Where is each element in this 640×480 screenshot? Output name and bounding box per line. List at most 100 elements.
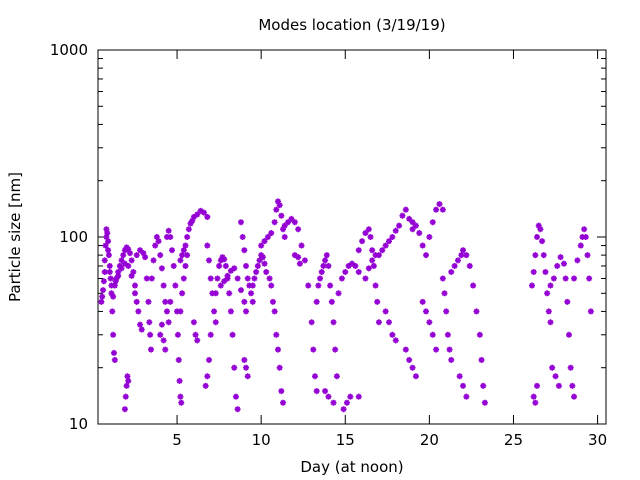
- data-point: [101, 257, 108, 264]
- data-point: [108, 282, 115, 289]
- data-point: [254, 262, 261, 269]
- data-point: [135, 308, 142, 315]
- y-tick-label: 100: [59, 228, 88, 246]
- data-point: [547, 319, 554, 326]
- data-point: [330, 399, 337, 406]
- data-point: [274, 198, 281, 205]
- data-point: [296, 260, 303, 267]
- data-point: [217, 282, 224, 289]
- data-point: [308, 319, 315, 326]
- data-point: [463, 252, 470, 259]
- data-point: [109, 308, 116, 315]
- data-point: [322, 388, 329, 395]
- data-point: [169, 247, 176, 254]
- data-point: [549, 364, 556, 371]
- data-point: [412, 373, 419, 380]
- data-point: [137, 247, 144, 254]
- data-point: [106, 268, 113, 275]
- data-point: [100, 287, 107, 294]
- data-point: [189, 217, 196, 224]
- data-point: [313, 388, 320, 395]
- data-point: [539, 238, 546, 245]
- data-point: [567, 364, 574, 371]
- data-point: [280, 226, 287, 233]
- data-point: [280, 399, 287, 406]
- data-point: [244, 373, 251, 380]
- data-point: [99, 293, 106, 300]
- data-point: [258, 242, 265, 249]
- data-point: [177, 308, 184, 315]
- data-point: [473, 308, 480, 315]
- data-point: [557, 254, 564, 261]
- data-point: [571, 275, 578, 282]
- data-point: [562, 275, 569, 282]
- data-point: [365, 226, 372, 233]
- data-point: [244, 275, 251, 282]
- data-point: [586, 275, 593, 282]
- data-point: [231, 364, 238, 371]
- x-tick-label: 25: [504, 431, 523, 449]
- data-point: [451, 262, 458, 269]
- data-point: [273, 331, 280, 338]
- data-point: [101, 268, 108, 275]
- data-point: [138, 326, 145, 333]
- data-point: [412, 222, 419, 229]
- data-point: [571, 393, 578, 400]
- data-point: [217, 257, 224, 264]
- data-point: [409, 226, 416, 233]
- data-point: [103, 226, 110, 233]
- data-point: [325, 262, 332, 269]
- data-point: [298, 242, 305, 249]
- data-point: [362, 275, 369, 282]
- data-point: [365, 265, 372, 272]
- data-point: [466, 262, 473, 269]
- data-point: [249, 298, 256, 305]
- data-point: [197, 207, 204, 214]
- data-point: [130, 268, 137, 275]
- data-point: [216, 262, 223, 269]
- x-tick-label: 10: [252, 431, 271, 449]
- data-point: [359, 238, 366, 245]
- data-point: [118, 257, 125, 264]
- data-point: [382, 308, 389, 315]
- data-point: [174, 331, 181, 338]
- data-point: [301, 257, 308, 264]
- data-point: [396, 222, 403, 229]
- data-point: [317, 275, 324, 282]
- data-point: [460, 247, 467, 254]
- data-point: [439, 206, 446, 213]
- data-point: [110, 293, 117, 300]
- data-point: [170, 262, 177, 269]
- data-point: [261, 260, 268, 267]
- data-point: [555, 382, 562, 389]
- data-point: [132, 282, 139, 289]
- x-tick-label: 5: [172, 431, 182, 449]
- chart-title: Modes location (3/19/19): [258, 16, 445, 34]
- data-point: [269, 298, 276, 305]
- data-point: [165, 227, 172, 234]
- data-point: [178, 399, 185, 406]
- data-point: [229, 331, 236, 338]
- data-point: [214, 275, 221, 282]
- data-point: [379, 247, 386, 254]
- data-point: [343, 399, 350, 406]
- data-point: [106, 262, 113, 269]
- data-point: [276, 202, 283, 209]
- data-point: [140, 250, 147, 257]
- data-point: [456, 373, 463, 380]
- data-point: [419, 242, 426, 249]
- data-point: [194, 337, 201, 344]
- data-point: [175, 356, 182, 363]
- data-point: [200, 209, 207, 216]
- data-point: [342, 268, 349, 275]
- data-point: [370, 262, 377, 269]
- data-point: [278, 212, 285, 219]
- data-point: [338, 275, 345, 282]
- data-point: [448, 356, 455, 363]
- data-point: [227, 308, 234, 315]
- data-point: [318, 268, 325, 275]
- data-point: [345, 262, 352, 269]
- data-point: [110, 331, 117, 338]
- data-point: [105, 238, 112, 245]
